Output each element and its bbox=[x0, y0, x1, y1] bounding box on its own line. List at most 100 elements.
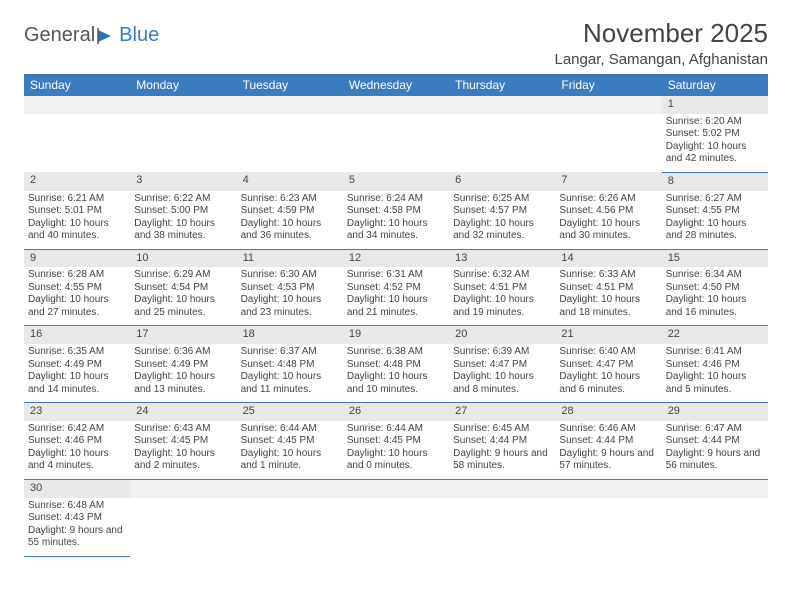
sunset-text: Sunset: 4:44 PM bbox=[559, 435, 657, 448]
day-detail-cell: Sunrise: 6:29 AMSunset: 4:54 PMDaylight:… bbox=[130, 267, 236, 326]
empty-cell bbox=[662, 479, 768, 497]
daylight-text: Daylight: 10 hours and 8 minutes. bbox=[453, 371, 551, 396]
daylight-text: Daylight: 10 hours and 18 minutes. bbox=[559, 294, 657, 319]
daylight-text: Daylight: 10 hours and 40 minutes. bbox=[28, 218, 126, 243]
sunset-text: Sunset: 4:56 PM bbox=[559, 205, 657, 218]
sunrise-text: Sunrise: 6:35 AM bbox=[28, 346, 126, 359]
daylight-text: Daylight: 10 hours and 13 minutes. bbox=[134, 371, 232, 396]
sunrise-text: Sunrise: 6:47 AM bbox=[666, 423, 764, 436]
empty-cell bbox=[555, 96, 661, 114]
day-detail-row: Sunrise: 6:35 AMSunset: 4:49 PMDaylight:… bbox=[24, 344, 768, 403]
sunset-text: Sunset: 4:47 PM bbox=[453, 359, 551, 372]
day-number-row: 9101112131415 bbox=[24, 249, 768, 267]
sunrise-text: Sunrise: 6:21 AM bbox=[28, 193, 126, 206]
daylight-text: Daylight: 10 hours and 11 minutes. bbox=[241, 371, 339, 396]
sunrise-text: Sunrise: 6:24 AM bbox=[347, 193, 445, 206]
day-number-cell: 15 bbox=[662, 249, 768, 267]
page-title: November 2025 bbox=[554, 18, 768, 49]
sunset-text: Sunset: 4:58 PM bbox=[347, 205, 445, 218]
sunset-text: Sunset: 4:55 PM bbox=[666, 205, 764, 218]
weekday-header: Saturday bbox=[662, 74, 768, 96]
sunset-text: Sunset: 4:52 PM bbox=[347, 282, 445, 295]
day-number-cell: 26 bbox=[343, 403, 449, 421]
day-number-cell: 12 bbox=[343, 249, 449, 267]
day-detail-cell: Sunrise: 6:47 AMSunset: 4:44 PMDaylight:… bbox=[662, 421, 768, 480]
sunrise-text: Sunrise: 6:33 AM bbox=[559, 269, 657, 282]
empty-cell bbox=[555, 498, 661, 557]
day-detail-cell: Sunrise: 6:20 AMSunset: 5:02 PMDaylight:… bbox=[662, 114, 768, 173]
sunrise-text: Sunrise: 6:31 AM bbox=[347, 269, 445, 282]
day-number-cell: 1 bbox=[662, 96, 768, 114]
day-number-cell: 24 bbox=[130, 403, 236, 421]
weekday-header: Tuesday bbox=[237, 74, 343, 96]
sunrise-text: Sunrise: 6:46 AM bbox=[559, 423, 657, 436]
sunset-text: Sunset: 5:01 PM bbox=[28, 205, 126, 218]
day-number-row: 2345678 bbox=[24, 172, 768, 190]
logo-text-2: Blue bbox=[119, 24, 159, 47]
day-detail-cell: Sunrise: 6:28 AMSunset: 4:55 PMDaylight:… bbox=[24, 267, 130, 326]
day-number-cell: 25 bbox=[237, 403, 343, 421]
sunset-text: Sunset: 4:44 PM bbox=[666, 435, 764, 448]
sunset-text: Sunset: 4:55 PM bbox=[28, 282, 126, 295]
day-detail-cell: Sunrise: 6:46 AMSunset: 4:44 PMDaylight:… bbox=[555, 421, 661, 480]
daylight-text: Daylight: 10 hours and 21 minutes. bbox=[347, 294, 445, 319]
day-number-cell: 29 bbox=[662, 403, 768, 421]
daylight-text: Daylight: 10 hours and 0 minutes. bbox=[347, 448, 445, 473]
empty-cell bbox=[449, 96, 555, 114]
day-number-cell: 19 bbox=[343, 326, 449, 344]
sunset-text: Sunset: 4:44 PM bbox=[453, 435, 551, 448]
weekday-header: Sunday bbox=[24, 74, 130, 96]
day-detail-cell: Sunrise: 6:42 AMSunset: 4:46 PMDaylight:… bbox=[24, 421, 130, 480]
day-number-cell: 30 bbox=[24, 479, 130, 497]
daylight-text: Daylight: 10 hours and 4 minutes. bbox=[28, 448, 126, 473]
daylight-text: Daylight: 10 hours and 30 minutes. bbox=[559, 218, 657, 243]
day-detail-cell: Sunrise: 6:25 AMSunset: 4:57 PMDaylight:… bbox=[449, 191, 555, 250]
day-detail-cell: Sunrise: 6:45 AMSunset: 4:44 PMDaylight:… bbox=[449, 421, 555, 480]
day-number-row: 16171819202122 bbox=[24, 326, 768, 344]
sunset-text: Sunset: 4:47 PM bbox=[559, 359, 657, 372]
daylight-text: Daylight: 10 hours and 36 minutes. bbox=[241, 218, 339, 243]
day-detail-cell: Sunrise: 6:36 AMSunset: 4:49 PMDaylight:… bbox=[130, 344, 236, 403]
sunrise-text: Sunrise: 6:38 AM bbox=[347, 346, 445, 359]
sunset-text: Sunset: 4:59 PM bbox=[241, 205, 339, 218]
daylight-text: Daylight: 9 hours and 57 minutes. bbox=[559, 448, 657, 473]
sunrise-text: Sunrise: 6:42 AM bbox=[28, 423, 126, 436]
day-number-cell: 17 bbox=[130, 326, 236, 344]
daylight-text: Daylight: 10 hours and 23 minutes. bbox=[241, 294, 339, 319]
day-detail-cell: Sunrise: 6:31 AMSunset: 4:52 PMDaylight:… bbox=[343, 267, 449, 326]
sunrise-text: Sunrise: 6:25 AM bbox=[453, 193, 551, 206]
sunrise-text: Sunrise: 6:41 AM bbox=[666, 346, 764, 359]
calendar-table: Sunday Monday Tuesday Wednesday Thursday… bbox=[24, 74, 768, 557]
sunset-text: Sunset: 4:54 PM bbox=[134, 282, 232, 295]
weekday-header: Thursday bbox=[449, 74, 555, 96]
day-number-cell: 20 bbox=[449, 326, 555, 344]
day-number-cell: 13 bbox=[449, 249, 555, 267]
empty-cell bbox=[24, 96, 130, 114]
empty-cell bbox=[449, 498, 555, 557]
day-number-cell: 22 bbox=[662, 326, 768, 344]
logo: General Blue bbox=[24, 18, 159, 47]
empty-cell bbox=[237, 479, 343, 497]
sunrise-text: Sunrise: 6:28 AM bbox=[28, 269, 126, 282]
day-detail-cell: Sunrise: 6:22 AMSunset: 5:00 PMDaylight:… bbox=[130, 191, 236, 250]
sunrise-text: Sunrise: 6:32 AM bbox=[453, 269, 551, 282]
day-detail-cell: Sunrise: 6:33 AMSunset: 4:51 PMDaylight:… bbox=[555, 267, 661, 326]
daylight-text: Daylight: 10 hours and 34 minutes. bbox=[347, 218, 445, 243]
daylight-text: Daylight: 10 hours and 6 minutes. bbox=[559, 371, 657, 396]
sunset-text: Sunset: 4:45 PM bbox=[347, 435, 445, 448]
empty-cell bbox=[449, 479, 555, 497]
day-number-cell: 3 bbox=[130, 172, 236, 190]
sunset-text: Sunset: 4:46 PM bbox=[28, 435, 126, 448]
sunrise-text: Sunrise: 6:22 AM bbox=[134, 193, 232, 206]
daylight-text: Daylight: 10 hours and 2 minutes. bbox=[134, 448, 232, 473]
empty-cell bbox=[130, 479, 236, 497]
day-detail-cell: Sunrise: 6:35 AMSunset: 4:49 PMDaylight:… bbox=[24, 344, 130, 403]
day-number-cell: 8 bbox=[662, 172, 768, 190]
empty-cell bbox=[237, 96, 343, 114]
day-detail-cell: Sunrise: 6:48 AMSunset: 4:43 PMDaylight:… bbox=[24, 498, 130, 557]
weekday-header: Friday bbox=[555, 74, 661, 96]
day-detail-row: Sunrise: 6:20 AMSunset: 5:02 PMDaylight:… bbox=[24, 114, 768, 173]
daylight-text: Daylight: 10 hours and 19 minutes. bbox=[453, 294, 551, 319]
day-number-cell: 27 bbox=[449, 403, 555, 421]
weekday-header: Monday bbox=[130, 74, 236, 96]
